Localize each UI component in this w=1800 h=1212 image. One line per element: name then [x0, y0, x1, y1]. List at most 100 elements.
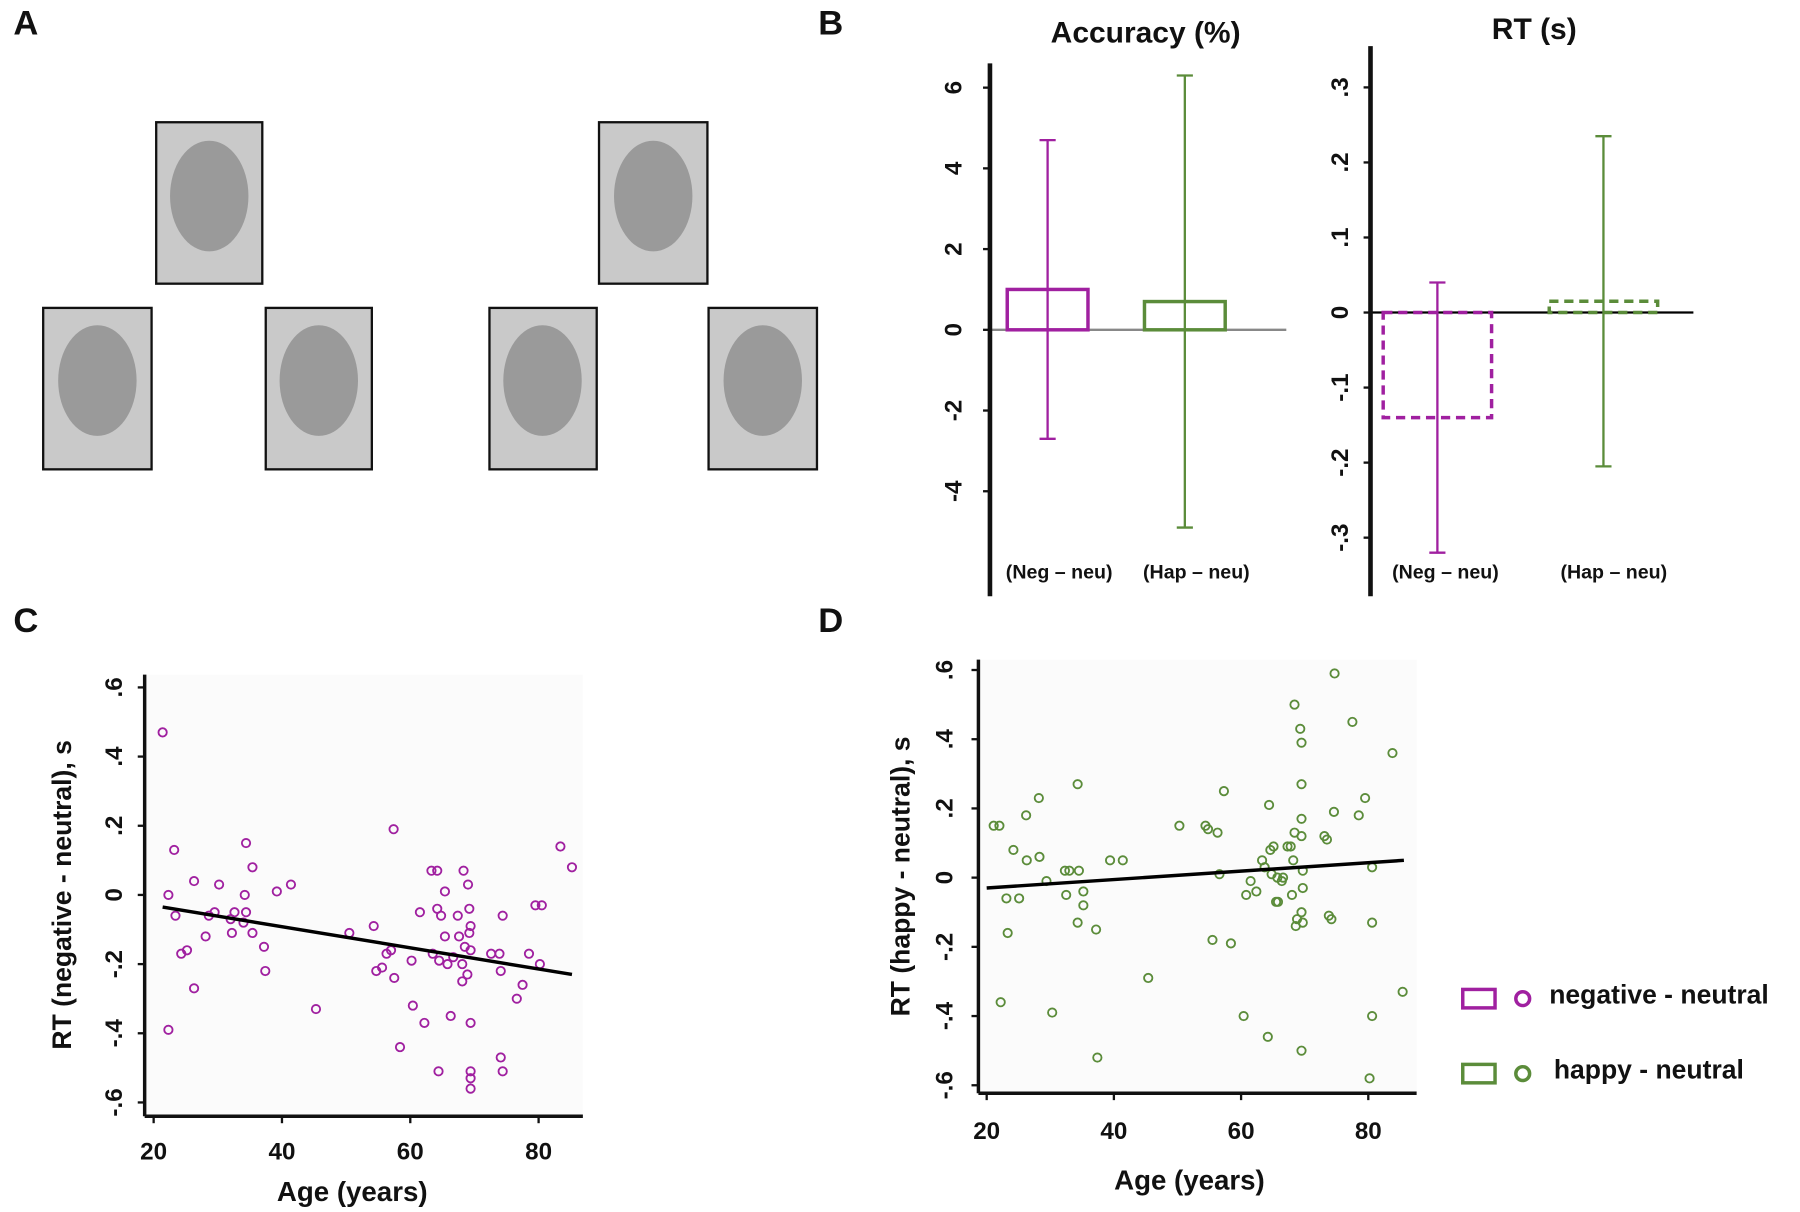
scatter-point — [1296, 907, 1307, 918]
y-tick-label: -.1 — [1327, 373, 1354, 401]
scatter-point — [1061, 889, 1072, 901]
legend-bar-icon — [1461, 1062, 1497, 1085]
scatter-point — [226, 927, 237, 939]
y-tick-label: -.4 — [932, 1001, 959, 1030]
y-tick-label: .2 — [101, 816, 128, 836]
y-tick-label: -.2 — [932, 933, 959, 961]
scatter-point — [388, 824, 399, 835]
legend-label: negative - neutral — [1549, 979, 1769, 1009]
scatter-point — [394, 1042, 406, 1053]
y-tick-label: 0 — [941, 323, 968, 336]
scatter-point — [1218, 786, 1229, 797]
scatter-point — [1047, 1007, 1058, 1018]
scatter-point — [1297, 917, 1308, 928]
y-axis-label: RT (happy - neutral), s — [885, 736, 915, 1016]
y-tick-label: -.3 — [1327, 524, 1354, 552]
scatter-point — [1251, 886, 1262, 897]
scatter-point — [163, 1024, 174, 1035]
scatter-point — [1326, 914, 1337, 925]
scatter-point — [995, 997, 1006, 1008]
y-tick-label: -.4 — [101, 1019, 128, 1048]
x-tick-label: 40 — [269, 1139, 296, 1166]
scatter-point — [1073, 865, 1084, 876]
scatter-point — [1387, 747, 1398, 759]
scatter-point — [453, 931, 465, 942]
scatter-point — [1202, 824, 1214, 835]
scatter-point — [1245, 876, 1256, 887]
scatter-point — [1021, 810, 1032, 821]
y-tick-label: -4 — [941, 480, 968, 502]
x-tick-label: 20 — [973, 1118, 1000, 1145]
scatter-point — [1078, 886, 1089, 897]
scatter-point — [465, 1017, 476, 1028]
y-tick-label: 0 — [932, 871, 959, 884]
y-tick-label: .6 — [101, 677, 128, 697]
scatter-point — [465, 1083, 476, 1094]
scatter-point — [530, 900, 541, 911]
scatter-point — [432, 865, 443, 876]
scatter-point — [433, 1066, 444, 1077]
scatter-point — [462, 879, 474, 890]
category-label: (Neg – neu) — [1392, 561, 1499, 583]
y-tick-label: -2 — [941, 400, 968, 422]
category-label: (Hap – neu) — [1560, 561, 1667, 583]
scatter-point — [157, 727, 168, 738]
scatter-point — [1092, 1052, 1103, 1063]
scatter-point — [1329, 668, 1340, 679]
face-stimuli — [42, 121, 819, 471]
y-tick-label: 0 — [101, 888, 128, 901]
scatter-point — [523, 948, 535, 959]
panel-label: D — [818, 602, 843, 640]
scatter-point — [1078, 900, 1089, 911]
scatter-point — [1143, 972, 1154, 984]
x-tick-label: 20 — [140, 1139, 167, 1166]
scatter-point — [414, 907, 425, 918]
legend-bar-icon — [1461, 987, 1497, 1010]
scatter-point — [457, 976, 468, 987]
scatter-point — [494, 948, 505, 959]
scatter-point — [1259, 862, 1270, 873]
scatter-point — [163, 889, 174, 901]
scatter-point — [1272, 896, 1284, 907]
scatter-point — [247, 862, 258, 873]
scatter-point — [214, 879, 225, 890]
scatter-point — [1263, 799, 1275, 811]
y-tick-label: 2 — [941, 242, 968, 255]
scatter-point — [465, 920, 476, 932]
scatter-point — [1225, 938, 1236, 949]
scatter-point — [1397, 986, 1408, 997]
scatter-point — [1353, 810, 1364, 821]
scatter-point — [368, 920, 379, 932]
plot-area — [978, 659, 1417, 1094]
scatter-point — [1212, 827, 1223, 838]
scatter-point — [434, 955, 445, 966]
y-tick-label: .1 — [1327, 227, 1354, 247]
scatter-point — [1367, 1010, 1378, 1022]
scatter-point — [188, 876, 200, 887]
panel-label: C — [13, 602, 38, 640]
scatter-point — [419, 1017, 430, 1028]
scatter-point — [1360, 792, 1371, 804]
scatter-point — [1297, 882, 1308, 894]
scatter-point — [188, 983, 200, 994]
scatter-point — [1008, 844, 1019, 856]
scatter-point — [1091, 924, 1102, 935]
legend-point-icon — [1514, 1064, 1532, 1083]
chart-title: RT (s) — [1492, 13, 1577, 46]
scatter-point — [1295, 723, 1306, 734]
y-tick-label: .6 — [932, 660, 959, 680]
category-label: (Neg – neu) — [1006, 561, 1113, 583]
scatter-point — [1296, 1045, 1307, 1056]
y-tick-label: .3 — [1327, 77, 1354, 97]
scatter-point — [1059, 865, 1070, 876]
scatter-point — [439, 886, 451, 897]
scatter-point — [260, 965, 271, 977]
scatter-point — [988, 820, 999, 831]
y-tick-label: .4 — [932, 729, 959, 750]
scatter-point — [1241, 889, 1252, 901]
scatter-point — [1296, 831, 1307, 842]
x-axis-label: Age (years) — [1114, 1164, 1265, 1195]
scatter-point — [465, 945, 476, 956]
scatter-point — [497, 1066, 508, 1077]
scatter-point — [310, 1003, 322, 1015]
